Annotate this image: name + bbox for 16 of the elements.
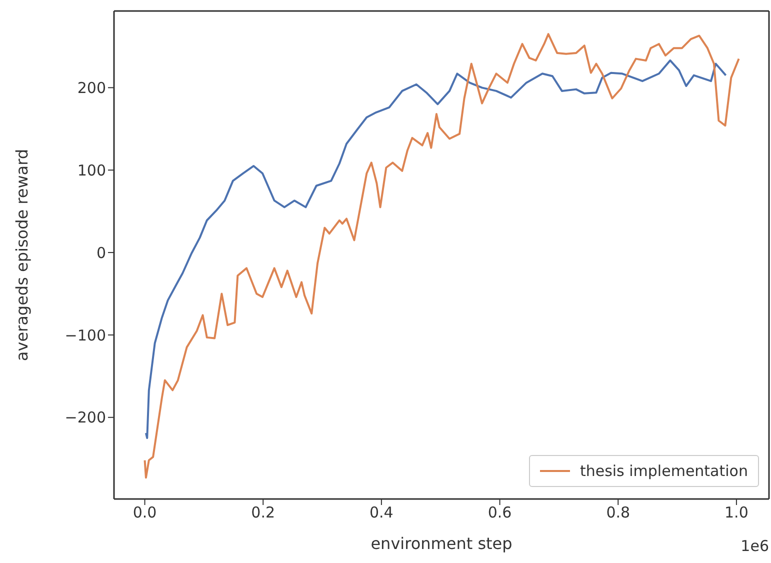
y-tick-label: 0 [96,244,106,262]
text: 1e6 [740,537,769,555]
x-tick-label: 1.0 [724,504,748,522]
x-tick-label: 0.6 [488,504,512,522]
y-axis-title: averageds episode reward [12,148,32,362]
legend-label: thesis implementation [580,462,748,480]
y-tick-label: −200 [64,408,106,427]
y-tick-label: 100 [77,161,106,180]
y-tick-label: 200 [77,78,106,97]
x-tick-label: 0.0 [132,504,157,522]
y-tick-label: −100 [64,326,106,344]
x-tick-label: 0.4 [370,504,394,522]
x-tick-label: 0.8 [606,504,630,522]
line-series [144,59,727,439]
x-axis-title: environment step [370,534,512,553]
x-tick-label: 0.2 [251,504,276,522]
